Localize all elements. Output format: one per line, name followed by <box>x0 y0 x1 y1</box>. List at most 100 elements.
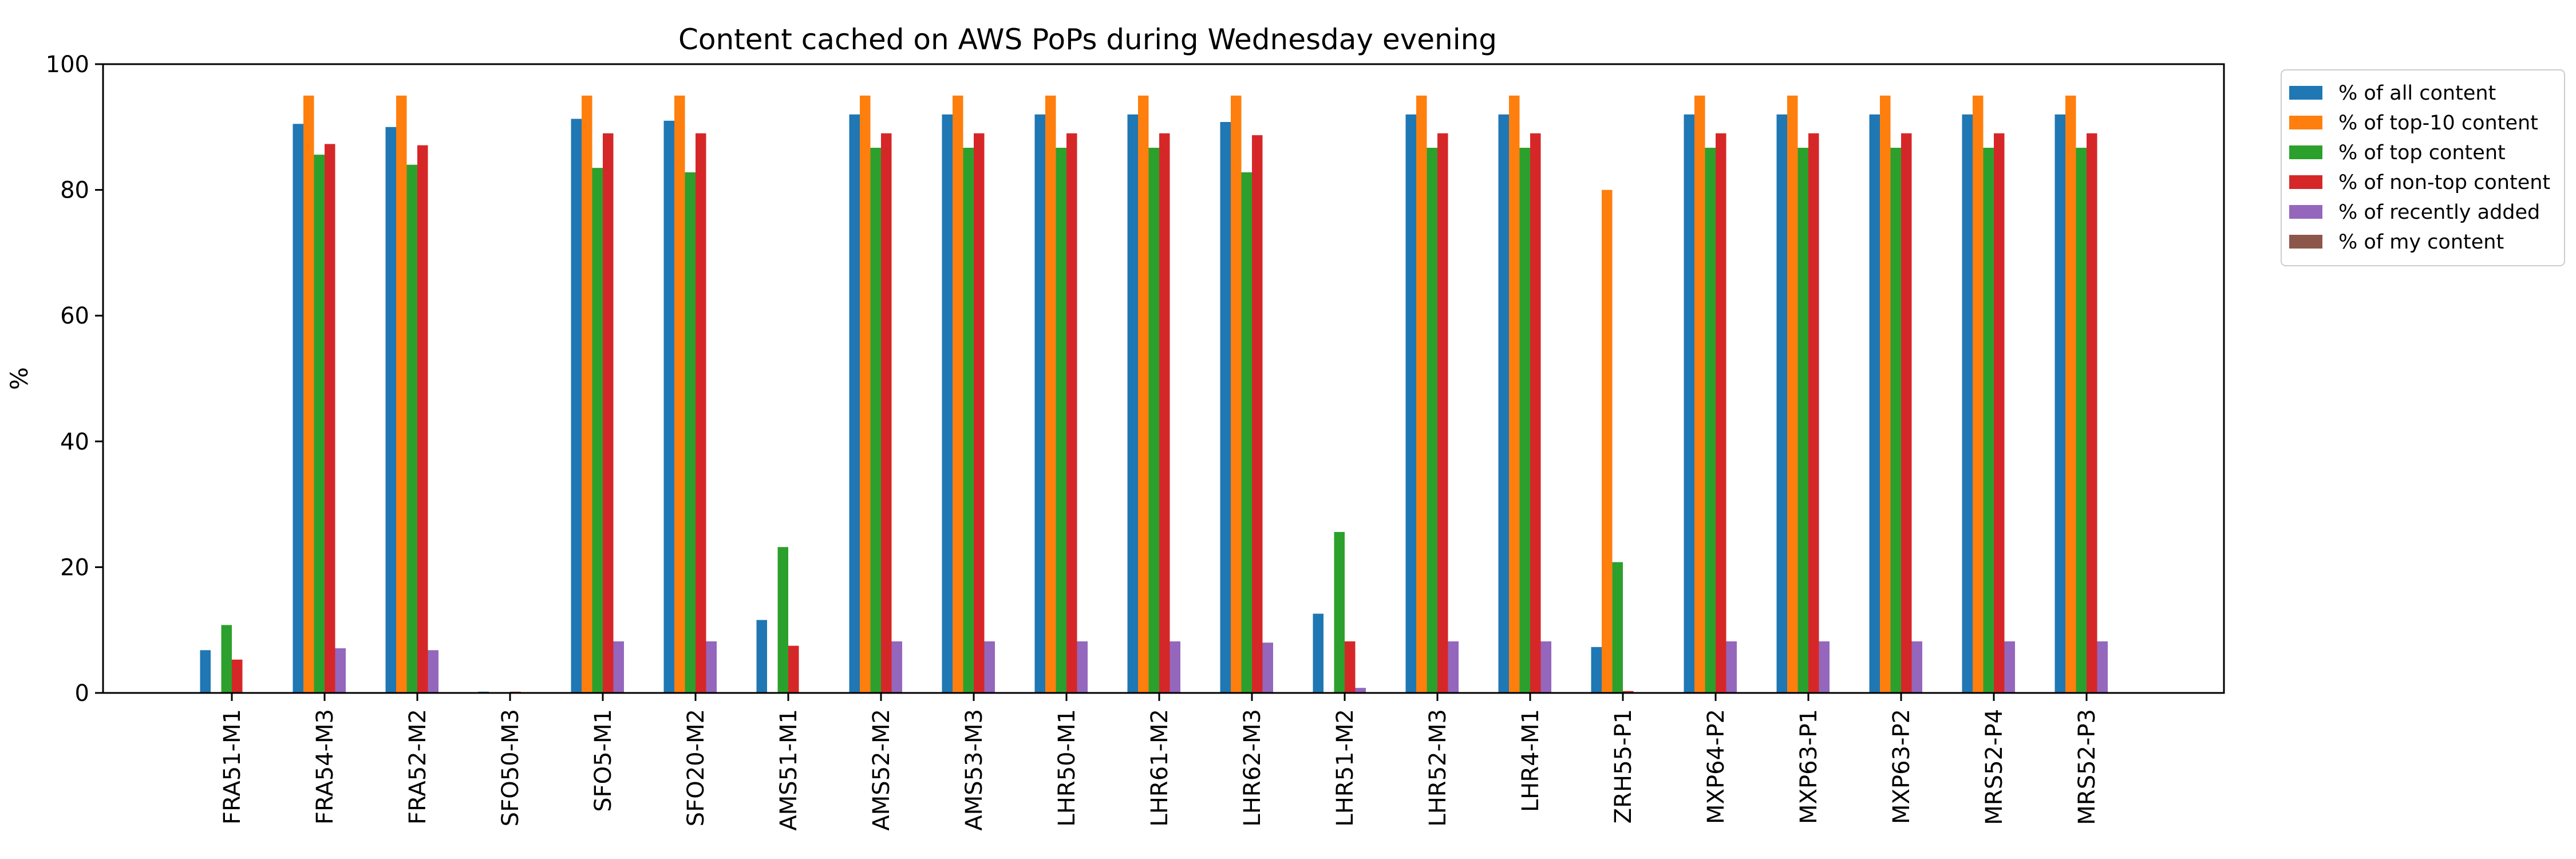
bar-MRS52-P4-3 <box>1994 133 2005 693</box>
bar-MXP63-P1-3 <box>1808 133 1819 693</box>
bar-LHR62-M3-3 <box>1252 135 1263 693</box>
legend-swatch <box>2289 116 2322 129</box>
y-tick-label: 60 <box>60 303 89 329</box>
y-tick-label: 80 <box>60 178 89 204</box>
bar-ZRH55-P1-1 <box>1602 190 1613 693</box>
bar-FRA52-M2-4 <box>428 650 438 693</box>
legend-label: % of top content <box>2338 141 2506 164</box>
bar-AMS53-M3-3 <box>974 133 985 693</box>
x-tick-label: AMS51-M1 <box>776 709 802 831</box>
bar-AMS52-M2-1 <box>860 95 871 693</box>
bar-LHR62-M3-0 <box>1220 122 1231 693</box>
bar-LHR50-M1-4 <box>1077 641 1088 693</box>
legend-label: % of recently added <box>2338 201 2540 224</box>
bar-MRS52-P3-2 <box>2076 148 2087 693</box>
bar-LHR52-M3-1 <box>1416 95 1427 693</box>
bar-MXP63-P1-4 <box>1819 641 1830 693</box>
y-axis: 0 20 40 60 80 100 <box>46 52 103 707</box>
legend-label: % of my content <box>2338 231 2504 254</box>
bar-ZRH55-P1-3 <box>1623 691 1634 693</box>
bar-LHR52-M3-2 <box>1427 148 1437 693</box>
y-tick-label: 0 <box>75 680 89 707</box>
bar-LHR51-M2-0 <box>1313 613 1323 693</box>
bar-LHR52-M3-0 <box>1405 114 1416 693</box>
bar-SFO20-M2-0 <box>663 120 674 693</box>
x-tick-label: AMS52-M2 <box>868 709 895 831</box>
bar-LHR50-M1-3 <box>1066 133 1077 693</box>
bar-LHR4-M1-3 <box>1530 133 1541 693</box>
bar-FRA52-M2-0 <box>385 127 396 693</box>
x-tick-label: LHR51-M2 <box>1332 709 1358 826</box>
bar-LHR52-M3-3 <box>1437 133 1448 693</box>
legend-label: % of all content <box>2338 82 2496 105</box>
bar-LHR51-M2-4 <box>1355 688 1366 693</box>
bar-LHR51-M2-2 <box>1334 531 1345 693</box>
bar-AMS51-M1-0 <box>756 620 767 693</box>
bar-ZRH55-P1-2 <box>1612 562 1623 693</box>
x-tick-label: FRA54-M3 <box>312 709 338 825</box>
bar-LHR50-M1-0 <box>1034 114 1045 693</box>
bar-LHR4-M1-2 <box>1519 148 1530 693</box>
legend-swatch <box>2289 175 2322 189</box>
bar-MXP64-P2-1 <box>1694 95 1705 693</box>
y-tick-label: 20 <box>60 554 89 581</box>
bar-LHR50-M1-2 <box>1056 148 1066 693</box>
bar-MRS52-P4-1 <box>1973 95 1984 693</box>
bar-AMS52-M2-2 <box>870 148 881 693</box>
bar-FRA54-M3-3 <box>325 144 335 693</box>
bar-FRA51-M1-0 <box>200 650 211 693</box>
bar-LHR61-M2-2 <box>1148 148 1159 693</box>
x-tick-label: MXP63-P2 <box>1888 709 1915 824</box>
bar-LHR61-M2-0 <box>1127 114 1138 693</box>
bar-FRA54-M3-0 <box>293 124 303 693</box>
x-tick-label: SFO20-M2 <box>683 709 709 826</box>
bar-MXP64-P2-3 <box>1716 133 1726 693</box>
x-tick-label: LHR61-M2 <box>1147 709 1173 826</box>
bar-LHR52-M3-4 <box>1448 641 1459 693</box>
bar-SFO5-M1-1 <box>582 95 592 693</box>
bar-AMS53-M3-0 <box>942 114 953 693</box>
x-tick-label: AMS53-M3 <box>961 709 987 831</box>
bar-AMS52-M2-3 <box>881 133 892 693</box>
bar-MXP64-P2-2 <box>1705 148 1716 693</box>
bar-MXP64-P2-0 <box>1684 114 1694 693</box>
bar-MRS52-P3-4 <box>2097 641 2108 693</box>
x-tick-label: FRA51-M1 <box>219 709 246 825</box>
y-axis-label: % <box>5 367 33 390</box>
bar-MXP64-P2-4 <box>1726 641 1737 693</box>
bar-LHR62-M3-1 <box>1231 95 1242 693</box>
bar-MXP63-P2-4 <box>1911 641 1922 693</box>
bar-MRS52-P4-0 <box>1962 114 1973 693</box>
bar-SFO20-M2-1 <box>674 95 685 693</box>
bar-SFO20-M2-2 <box>685 172 696 693</box>
bar-SFO5-M1-3 <box>603 133 614 693</box>
bar-MRS52-P4-4 <box>2004 641 2015 693</box>
x-tick-label: LHR52-M3 <box>1425 709 1451 826</box>
bar-MXP63-P1-0 <box>1776 114 1787 693</box>
legend-frame <box>2281 69 2565 266</box>
bar-SFO5-M1-2 <box>592 168 603 693</box>
bar-LHR61-M2-4 <box>1170 641 1180 693</box>
bar-LHR62-M3-2 <box>1241 172 1252 693</box>
bar-SFO20-M2-4 <box>706 641 717 693</box>
bar-LHR51-M2-3 <box>1345 641 1356 693</box>
legend: % of all content % of top-10 content % of … <box>2281 69 2565 266</box>
bar-LHR61-M2-1 <box>1138 95 1149 693</box>
legend-swatch <box>2289 86 2322 100</box>
bar-SFO20-M2-3 <box>696 133 706 693</box>
x-tick-label: LHR62-M3 <box>1239 709 1266 826</box>
bar-SFO5-M1-4 <box>613 641 624 693</box>
bar-AMS53-M3-1 <box>953 95 963 693</box>
bar-AMS53-M3-2 <box>963 148 974 693</box>
bar-LHR4-M1-1 <box>1509 95 1520 693</box>
bar-MXP63-P1-2 <box>1797 148 1808 693</box>
bar-LHR4-M1-4 <box>1540 641 1551 693</box>
legend-swatch <box>2289 145 2322 159</box>
x-tick-label: SFO50-M3 <box>497 709 524 826</box>
x-tick-label: SFO5-M1 <box>590 709 617 812</box>
bar-MRS52-P4-2 <box>1983 148 1994 693</box>
bar-FRA51-M1-2 <box>221 625 232 693</box>
bar-MXP63-P1-1 <box>1787 95 1798 693</box>
x-tick-label: ZRH55-P1 <box>1610 709 1637 823</box>
